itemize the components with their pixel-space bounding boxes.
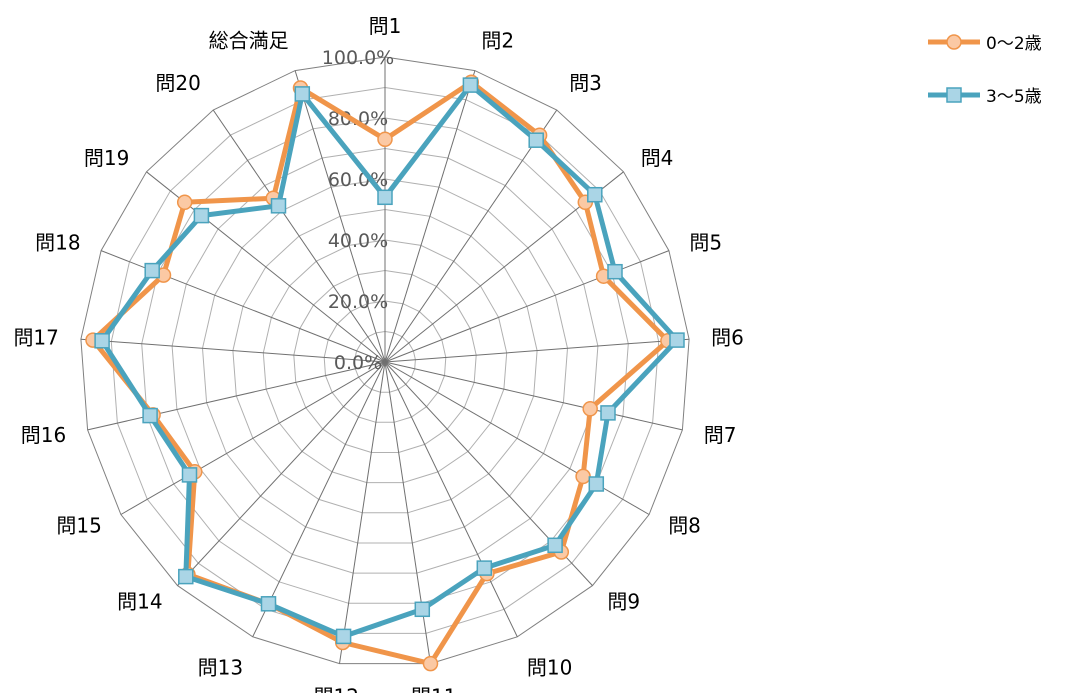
grid-ring [293,269,477,453]
category-label: 問17 [13,326,58,350]
tick-label: 40.0% [328,230,388,252]
data-point [270,198,287,214]
category-label: 問7 [704,423,737,447]
legend: 0〜2歳 3〜5歳 [928,34,1042,107]
spoke [384,250,670,363]
grid-ring [80,56,690,665]
data-point [414,601,431,618]
spoke [339,361,386,664]
category-label: 問20 [155,71,200,95]
spoke [384,361,650,515]
series-2 [94,77,685,645]
category-label: 問14 [117,590,162,614]
data-point [547,537,563,554]
spoke [294,70,386,363]
data-point [144,262,160,279]
data-point [94,333,110,349]
data-point [607,263,623,280]
spoke [212,109,386,363]
data-point [178,568,194,585]
grid-ring [354,330,416,393]
spoke [384,109,558,363]
legend-marker [946,34,962,50]
spoke [384,338,690,363]
legend-label: 0〜2歳 [986,34,1042,54]
data-point [294,86,311,102]
grid-ring [201,178,569,544]
category-label: 問11 [411,684,456,693]
data-point [669,332,685,348]
category-label: 問6 [711,326,744,350]
data-point [181,467,198,483]
category-label: 問1 [369,14,402,38]
category-label: 問3 [569,71,602,95]
data-point [587,186,603,203]
category-label: 問9 [607,590,640,614]
data-point [260,596,277,612]
radar-tick-labels: 0.0%20.0%40.0%60.0%80.0%100.0% [322,47,394,374]
legend-marker [946,87,962,103]
data-point [575,468,591,485]
grid-ring [323,300,447,423]
data-point [476,560,493,576]
tick-label: 20.0% [328,291,388,313]
data-point [462,77,479,93]
category-label: 問10 [527,656,572,680]
spoke [384,70,476,363]
data-point [377,189,393,206]
data-point [176,194,193,211]
data-point [528,132,544,148]
radar-axis-labels: 問1 問2 問3 問4 問5 問6 問7 問8 問9 問10 問11 問12 問13 問14 問15 問16 問… [13,14,743,693]
category-label: 問18 [35,231,80,255]
spoke [252,361,386,638]
spoke [80,338,386,363]
spoke [120,361,386,515]
category-label: 問4 [641,146,674,170]
grid-ring [110,86,660,634]
radar-series [85,74,685,672]
spoke [177,361,386,586]
data-point [582,401,598,417]
data-point [193,207,210,224]
data-point [588,476,605,492]
data-point [600,405,616,421]
category-label: 問19 [84,146,129,170]
legend-item: 3〜5歳 [928,87,1042,107]
spoke [87,361,386,431]
radar-grid [80,56,690,665]
category-label: 問8 [668,514,701,538]
legend-label: 3〜5歳 [986,87,1042,107]
category-label: 総合満足 [209,29,289,53]
category-label: 問5 [689,231,722,255]
data-point [377,131,393,148]
data-point [335,628,352,645]
grid-ring [232,208,538,514]
grid-ring [171,147,599,574]
data-point [142,407,158,424]
legend-item: 0〜2歳 [928,34,1042,54]
category-label: 問13 [198,656,243,680]
category-label: 問16 [21,423,66,447]
tick-label: 0.0% [334,352,382,374]
spoke [384,361,518,638]
category-label: 問12 [314,684,359,693]
grid-ring [262,239,508,484]
spoke [384,361,683,431]
series-line [90,79,671,667]
category-label: 問15 [56,514,101,538]
tick-label: 100.0% [322,47,394,69]
data-point [422,655,439,672]
category-label: 問2 [481,29,514,53]
series-line [99,82,680,639]
